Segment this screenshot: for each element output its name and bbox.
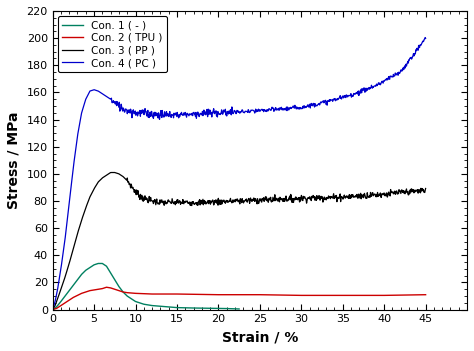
Con. 2 ( TPU ): [124, 291, 130, 295]
Con. 1 ( - ): [116, 284, 122, 289]
Con. 3 ( PP ): [288, 192, 293, 197]
Con. 1 ( - ): [191, 306, 196, 310]
Con. 1 ( - ): [236, 307, 242, 311]
Con. 2 ( TPU ): [62, 301, 68, 305]
Con. 2 ( TPU ): [58, 304, 64, 308]
Con. 2 ( TPU ): [71, 295, 76, 299]
Con. 2 ( TPU ): [100, 286, 105, 291]
Con. 2 ( TPU ): [340, 293, 346, 298]
Con. 1 ( - ): [74, 278, 80, 282]
Con. 1 ( - ): [224, 306, 229, 311]
Con. 2 ( TPU ): [257, 293, 263, 297]
Con. 1 ( - ): [52, 306, 58, 310]
Con. 1 ( - ): [104, 264, 109, 268]
Con. 2 ( TPU ): [66, 298, 72, 302]
Con. 1 ( - ): [71, 283, 76, 287]
Con. 3 ( PP ): [50, 307, 55, 312]
Con. 4 ( PC ): [266, 107, 272, 111]
Con. 1 ( - ): [91, 263, 97, 267]
Con. 2 ( TPU ): [104, 285, 109, 289]
Con. 1 ( - ): [157, 304, 163, 308]
Con. 2 ( TPU ): [83, 290, 89, 294]
Con. 1 ( - ): [62, 294, 68, 298]
Con. 4 ( PC ): [73, 149, 78, 153]
Con. 1 ( - ): [133, 299, 138, 304]
Con. 2 ( TPU ): [91, 288, 97, 292]
Con. 1 ( - ): [83, 268, 89, 272]
Con. 1 ( - ): [55, 304, 60, 308]
Con. 1 ( - ): [166, 305, 172, 309]
Line: Con. 3 ( PP ): Con. 3 ( PP ): [53, 172, 426, 310]
Con. 3 ( PP ): [423, 186, 428, 191]
Con. 2 ( TPU ): [149, 292, 155, 296]
Con. 2 ( TPU ): [87, 289, 93, 293]
Con. 2 ( TPU ): [112, 287, 118, 291]
Con. 3 ( PP ): [267, 198, 273, 202]
Con. 4 ( PC ): [423, 36, 428, 40]
Con. 1 ( - ): [108, 271, 113, 275]
Con. 2 ( TPU ): [54, 306, 60, 310]
Con. 3 ( PP ): [277, 200, 283, 204]
Con. 1 ( - ): [149, 304, 155, 308]
Con. 4 ( PC ): [287, 106, 293, 110]
Con. 1 ( - ): [124, 294, 130, 298]
Con. 1 ( - ): [66, 289, 72, 293]
Y-axis label: Stress / MPa: Stress / MPa: [7, 112, 21, 209]
Con. 1 ( - ): [79, 272, 84, 277]
Con. 1 ( - ): [95, 261, 101, 266]
Con. 3 ( PP ): [73, 239, 78, 243]
Con. 1 ( - ): [174, 305, 180, 310]
Con. 2 ( TPU ): [174, 292, 180, 296]
Con. 1 ( - ): [112, 278, 118, 282]
X-axis label: Strain / %: Strain / %: [222, 330, 298, 344]
Con. 1 ( - ): [58, 299, 64, 304]
Con. 1 ( - ): [141, 302, 146, 306]
Con. 1 ( - ): [50, 307, 55, 312]
Con. 1 ( - ): [207, 306, 213, 310]
Con. 4 ( PC ): [333, 99, 338, 103]
Con. 4 ( PC ): [422, 35, 428, 40]
Con. 4 ( PC ): [50, 307, 55, 312]
Con. 3 ( PP ): [108, 170, 114, 174]
Con. 1 ( - ): [100, 261, 105, 266]
Con. 2 ( TPU ): [133, 291, 138, 296]
Con. 1 ( - ): [120, 290, 126, 294]
Con. 4 ( PC ): [276, 106, 282, 110]
Line: Con. 1 ( - ): Con. 1 ( - ): [53, 264, 239, 310]
Con. 2 ( TPU ): [216, 293, 221, 297]
Con. 2 ( TPU ): [50, 307, 55, 312]
Con. 4 ( PC ): [371, 84, 377, 88]
Con. 2 ( TPU ): [95, 287, 101, 291]
Con. 2 ( TPU ): [423, 293, 428, 297]
Con. 2 ( TPU ): [381, 293, 387, 298]
Con. 2 ( TPU ): [116, 289, 122, 293]
Line: Con. 2 ( TPU ): Con. 2 ( TPU ): [53, 287, 426, 310]
Con. 2 ( TPU ): [108, 286, 113, 290]
Con. 2 ( TPU ): [74, 293, 80, 298]
Con. 2 ( TPU ): [120, 290, 126, 294]
Legend: Con. 1 ( - ), Con. 2 ( TPU ), Con. 3 ( PP ), Con. 4 ( PC ): Con. 1 ( - ), Con. 2 ( TPU ), Con. 3 ( P…: [58, 16, 167, 72]
Con. 2 ( TPU ): [79, 291, 84, 296]
Con. 2 ( TPU ): [299, 293, 304, 298]
Line: Con. 4 ( PC ): Con. 4 ( PC ): [53, 38, 426, 310]
Con. 3 ( PP ): [333, 194, 339, 199]
Con. 3 ( PP ): [372, 193, 377, 197]
Con. 1 ( - ): [87, 265, 93, 270]
